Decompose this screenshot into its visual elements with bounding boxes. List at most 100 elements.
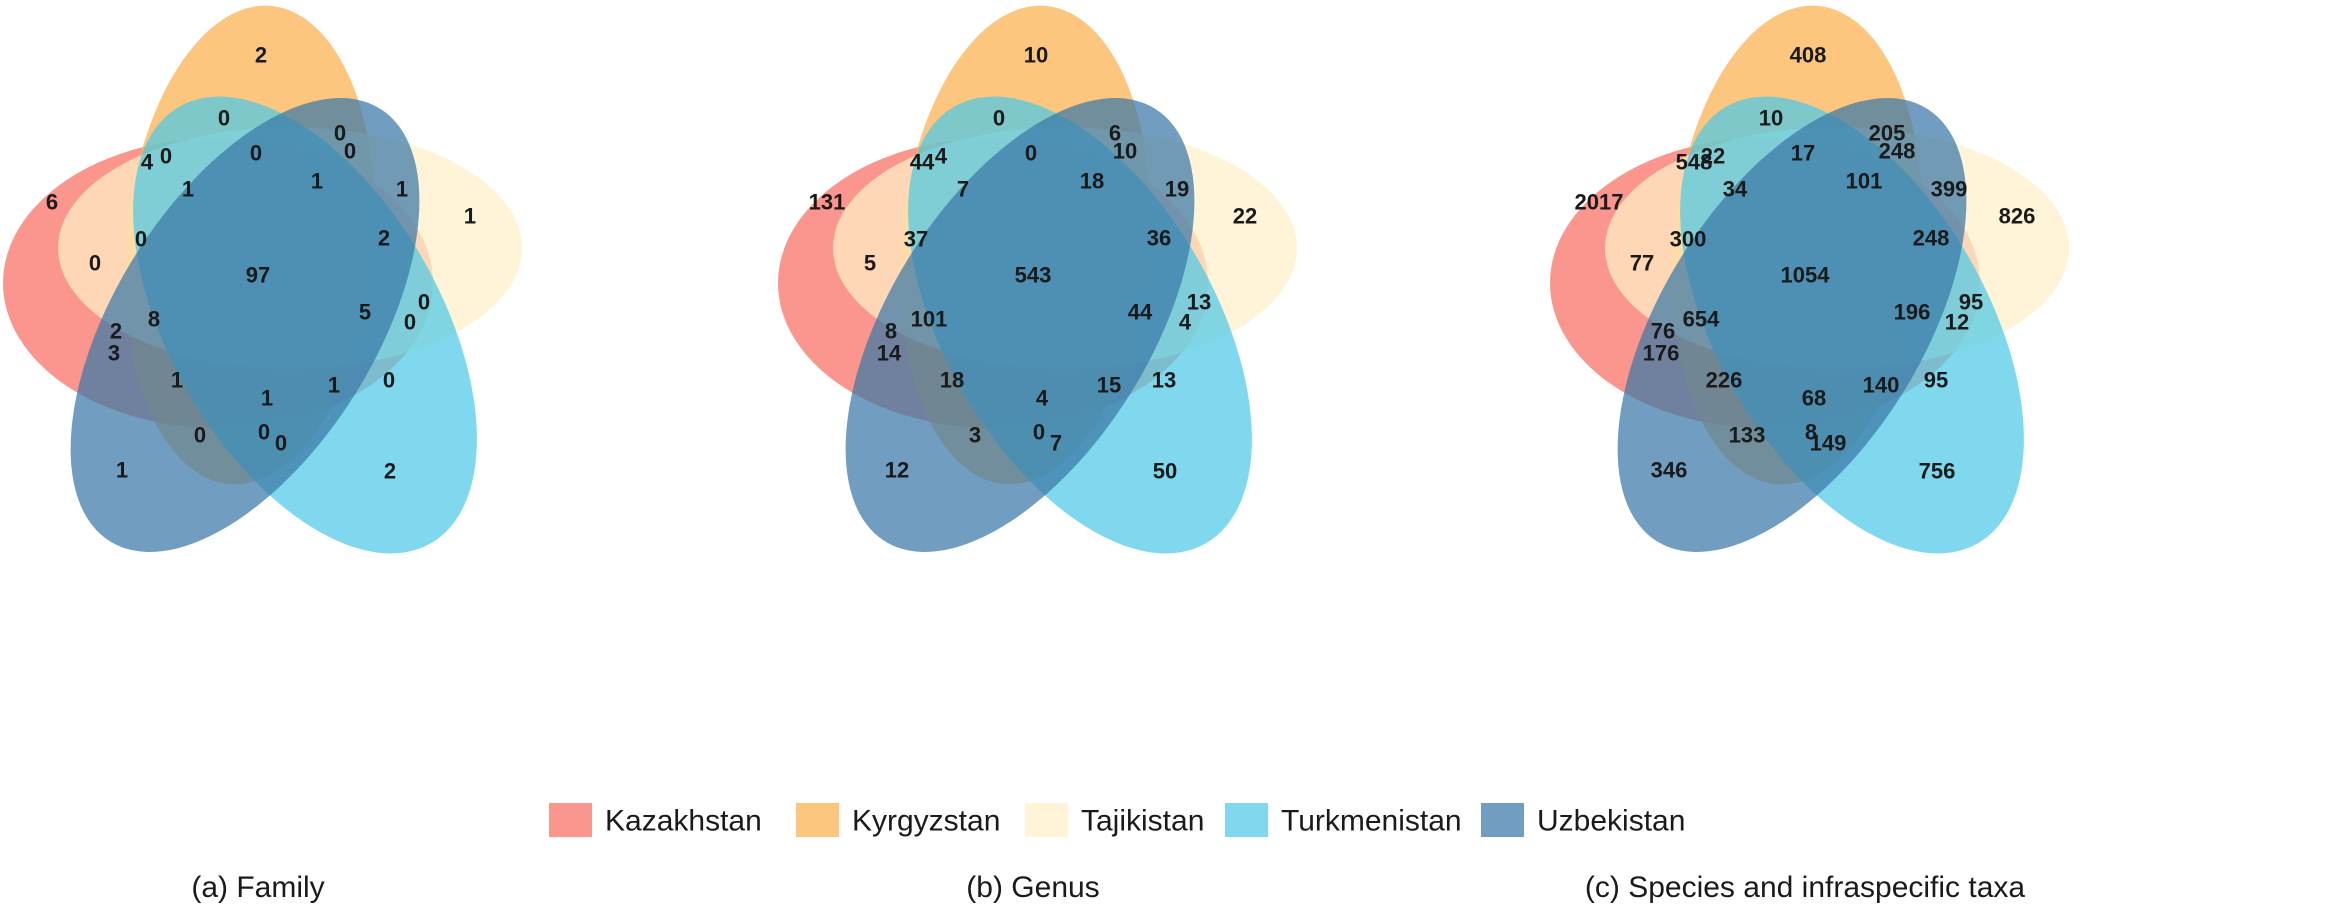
region-count: 101	[1846, 169, 1883, 194]
region-count: 140	[1863, 373, 1900, 398]
region-count: 0	[383, 368, 395, 393]
legend-label: Kyrgyzstan	[852, 805, 1000, 838]
region-count: 1	[396, 177, 408, 202]
region-count: 0	[1033, 420, 1045, 445]
region-count: 4	[935, 144, 948, 169]
region-count: 2	[110, 319, 122, 344]
region-count: 131	[809, 190, 846, 215]
legend-item-turkmenistan: Turkmenistan	[1225, 803, 1462, 838]
region-count: 133	[1729, 423, 1766, 448]
region-count: 2	[384, 459, 396, 484]
region-count: 0	[344, 139, 356, 164]
legend-label: Uzbekistan	[1537, 805, 1685, 838]
legend-label: Kazakhstan	[605, 805, 762, 838]
region-count: 14	[877, 341, 902, 366]
region-count: 1	[171, 368, 183, 393]
region-count: 543	[1015, 263, 1052, 288]
region-count: 50	[1153, 459, 1177, 484]
region-count: 15	[1097, 373, 1121, 398]
region-count: 101	[911, 307, 948, 332]
region-count: 77	[1630, 251, 1654, 276]
set-ellipse-uzbekistan	[70, 98, 420, 552]
legend-label: Turkmenistan	[1281, 805, 1462, 838]
region-count: 826	[1999, 204, 2036, 229]
region-count: 44	[910, 150, 935, 175]
region-count: 3	[969, 423, 981, 448]
legend-label: Tajikistan	[1081, 805, 1204, 838]
region-count: 6	[1109, 121, 1121, 146]
region-count: 4	[1179, 310, 1192, 335]
region-count: 248	[1913, 226, 1950, 251]
region-count: 2	[378, 226, 390, 251]
region-count: 95	[1924, 368, 1948, 393]
region-count: 0	[89, 251, 101, 276]
legend-item-kazakhstan: Kazakhstan	[549, 803, 762, 838]
region-count: 13	[1152, 368, 1176, 393]
region-count: 12	[885, 458, 909, 483]
region-count: 10	[1113, 139, 1137, 164]
region-count: 1	[464, 204, 476, 229]
region-count: 0	[250, 141, 262, 166]
region-count: 346	[1651, 458, 1688, 483]
region-count: 654	[1683, 307, 1720, 332]
region-count: 0	[1025, 141, 1037, 166]
region-count: 196	[1894, 300, 1931, 325]
region-count: 76	[1651, 319, 1675, 344]
region-count: 19	[1165, 177, 1189, 202]
legend-swatch	[1481, 803, 1524, 837]
legend-item-tajikistan: Tajikistan	[1025, 803, 1204, 838]
region-count: 1	[182, 177, 194, 202]
region-count: 1	[311, 169, 323, 194]
region-count: 8	[148, 307, 160, 332]
region-count: 0	[194, 423, 206, 448]
region-count: 0	[418, 290, 430, 315]
region-count: 7	[1050, 431, 1062, 456]
region-count: 0	[993, 106, 1005, 131]
panel-caption: (a) Family	[191, 871, 324, 904]
region-count: 248	[1879, 139, 1916, 164]
legend-swatch	[1225, 803, 1268, 837]
region-count: 36	[1147, 226, 1171, 251]
region-count: 300	[1670, 227, 1707, 252]
region-count: 34	[1723, 177, 1748, 202]
region-count: 7	[957, 177, 969, 202]
region-count: 44	[1128, 300, 1153, 325]
region-count: 149	[1810, 431, 1847, 456]
region-count: 0	[334, 121, 346, 146]
region-count: 5	[359, 300, 371, 325]
region-count: 205	[1869, 121, 1906, 146]
region-count: 97	[246, 263, 270, 288]
panel-caption: (c) Species and infraspecific taxa	[1585, 871, 2026, 904]
region-count: 13	[1187, 290, 1211, 315]
region-count: 408	[1790, 43, 1827, 68]
region-count: 22	[1233, 204, 1257, 229]
region-count: 548	[1676, 150, 1713, 175]
region-count: 18	[940, 368, 964, 393]
region-count: 0	[160, 144, 172, 169]
region-count: 22	[1701, 144, 1725, 169]
region-count: 0	[404, 310, 416, 335]
region-count: 3	[108, 341, 120, 366]
region-count: 226	[1706, 368, 1743, 393]
legend-swatch	[549, 803, 592, 837]
region-count: 17	[1791, 141, 1815, 166]
legend-swatch	[796, 803, 839, 837]
panel-caption: (b) Genus	[966, 871, 1099, 904]
region-count: 5	[864, 251, 876, 276]
region-count: 1	[328, 373, 340, 398]
region-count: 10	[1759, 106, 1783, 131]
region-count: 2017	[1575, 190, 1624, 215]
region-count: 1054	[1781, 263, 1831, 288]
set-ellipse-uzbekistan	[1617, 98, 1967, 552]
region-count: 0	[135, 227, 147, 252]
region-count: 6	[46, 190, 58, 215]
region-count: 18	[1080, 169, 1104, 194]
legend-swatch	[1025, 803, 1068, 837]
region-count: 399	[1931, 177, 1968, 202]
region-count: 4	[1036, 386, 1049, 411]
region-count: 4	[141, 150, 154, 175]
region-count: 1	[261, 386, 273, 411]
